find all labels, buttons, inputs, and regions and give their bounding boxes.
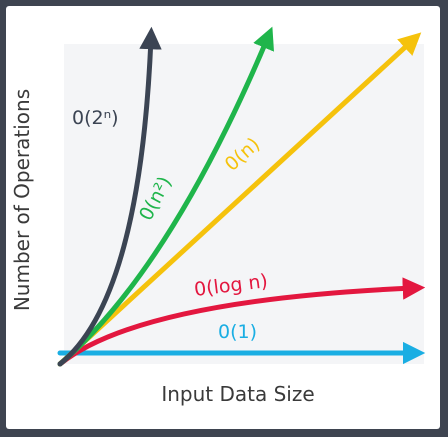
label-linear: 0(n) xyxy=(221,133,265,175)
y-axis-label: Number of Operations xyxy=(10,88,34,312)
label-exp: 0(2ⁿ) xyxy=(72,107,119,129)
label-log: 0(log n) xyxy=(193,270,269,301)
x-axis-label: Input Data Size xyxy=(161,382,315,406)
label-const: 0(1) xyxy=(218,321,257,343)
series-line-log xyxy=(57,277,426,367)
series-line-linear xyxy=(57,32,422,367)
series-line-quad xyxy=(57,26,275,367)
label-quad: 0(n²) xyxy=(135,173,176,224)
series-line-exp xyxy=(57,26,162,367)
